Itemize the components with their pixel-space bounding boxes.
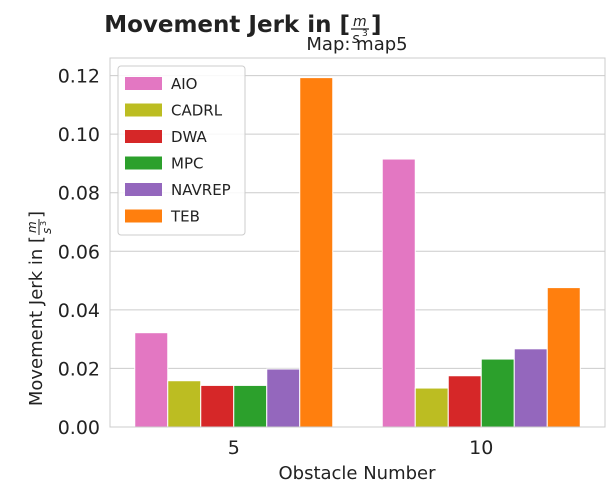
legend-swatch-navrep xyxy=(125,183,162,196)
legend-label-cadrl: CADRL xyxy=(171,102,223,120)
y-tick-label: 0.06 xyxy=(58,241,100,263)
bar-mpc-10 xyxy=(480,358,515,428)
y-tick-label: 0.00 xyxy=(58,417,100,439)
bar-dwa-10 xyxy=(447,375,482,428)
y-tick-label: 0.08 xyxy=(58,183,100,205)
bar-navrep-5 xyxy=(266,368,301,428)
y-axis-label-close: ] xyxy=(26,211,47,218)
chart-subtitle: Map: map5 xyxy=(306,34,407,55)
x-tick-label: 5 xyxy=(228,437,240,459)
bar-navrep-10 xyxy=(513,348,548,428)
y-axis-label-unit-exp: 3 xyxy=(39,221,48,226)
chart-title-close: ] xyxy=(371,12,382,38)
bar-aio-5 xyxy=(134,332,169,428)
legend-swatch-mpc xyxy=(125,156,162,170)
chart-title-unit-num: m xyxy=(353,14,367,30)
legend-swatch-cadrl xyxy=(125,103,162,117)
legend-label-navrep: NAVREP xyxy=(171,181,231,199)
legend-label-aio: AIO xyxy=(171,75,198,93)
x-axis-label: Obstacle Number xyxy=(278,463,436,484)
y-axis-label: Movement Jerk in [ xyxy=(26,236,47,406)
x-tick-labels: 5 10 xyxy=(228,437,494,459)
legend: AIO CADRL DWA MPC NAVREP TEB xyxy=(117,65,246,236)
chart-title: Movement Jerk in [ xyxy=(104,12,350,38)
legend-label-dwa: DWA xyxy=(171,128,208,146)
legend-swatch-aio xyxy=(125,77,162,90)
legend-swatch-dwa xyxy=(125,130,162,143)
x-tick-label: 10 xyxy=(469,437,493,459)
bar-cadrl-10 xyxy=(414,387,449,428)
plot-frame xyxy=(109,57,606,428)
bar-dwa-5 xyxy=(200,384,235,428)
y-tick-label: 0.04 xyxy=(58,300,100,322)
y-tick-label: 0.12 xyxy=(58,66,100,88)
bar-cadrl-5 xyxy=(167,380,202,428)
bar-teb-10 xyxy=(546,287,581,428)
y-axis-label-unit-den: s xyxy=(40,228,54,234)
legend-label-teb: TEB xyxy=(170,208,200,226)
bar-aio-10 xyxy=(381,158,416,428)
bar-mpc-5 xyxy=(233,384,268,428)
y-tick-label: 0.10 xyxy=(58,124,100,146)
legend-label-mpc: MPC xyxy=(171,155,203,173)
chart-title-unit-exp: 3 xyxy=(362,29,368,39)
legend-swatch-teb xyxy=(125,209,162,223)
y-axis-label-unit-num: m xyxy=(25,221,39,233)
y-tick-labels: 0.00 0.02 0.04 0.06 0.08 0.10 0.12 xyxy=(58,66,100,439)
y-axis-label-group: Movement Jerk in [ m s 3 ] xyxy=(25,211,54,406)
bar-teb-5 xyxy=(299,77,334,428)
chart-title-unit-den: s xyxy=(352,31,359,47)
y-tick-label: 0.02 xyxy=(58,358,100,380)
